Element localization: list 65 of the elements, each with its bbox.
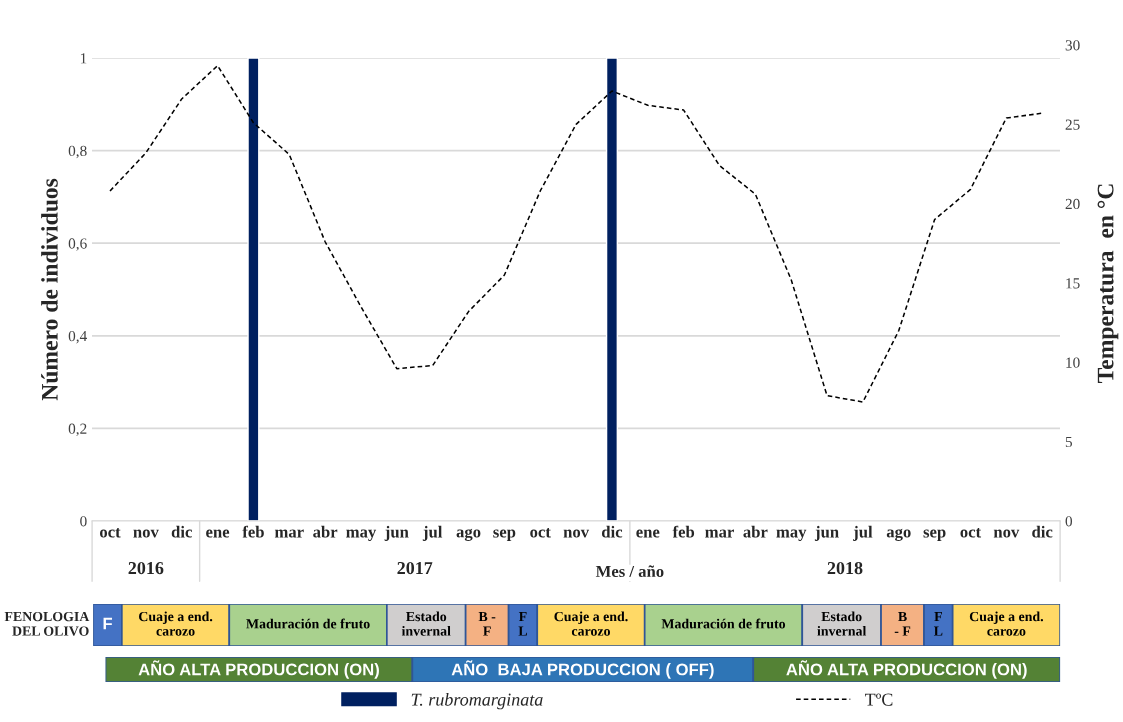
x-tick-label: oct [960, 528, 982, 538]
text: FENOLOGIA DEL OLIVO [4, 611, 90, 636]
text: 2016 [128, 561, 164, 575]
x-tick-label: jun [814, 525, 839, 541]
text: Cuaje a end. carozo [969, 611, 1044, 636]
x-tick-label: ago [886, 528, 911, 541]
y2-tick-label: 15 [1066, 278, 1080, 289]
text: B - F [894, 611, 911, 636]
x-tick-label: feb [672, 525, 695, 538]
y-tick-label: 0,4 [68, 330, 87, 344]
text: F [103, 617, 113, 630]
legend-label: T. rubromarginata [411, 692, 543, 710]
x-tick-label: abr [313, 525, 338, 538]
x-tick-label: sep [923, 529, 946, 541]
x-tick-label: dic [1032, 525, 1053, 538]
x-tick-label: mar [274, 529, 304, 538]
line-series [109, 64, 1043, 403]
text: AÑO ALTA PRODUCCION (ON) [138, 660, 379, 679]
x-tick-label: sep [493, 529, 516, 541]
y-tick-label: 1 [80, 53, 87, 64]
text: AÑO ALTA PRODUCCION (ON) [786, 660, 1027, 679]
x-tick-label: oct [530, 528, 551, 538]
y-tick-label: 0,2 [68, 423, 87, 437]
y2-tick-label: 5 [1065, 436, 1073, 448]
text: F L [933, 611, 943, 636]
x-tick-label: may [346, 529, 377, 541]
y2-axis-title: Temperatura en °C [1097, 184, 1119, 383]
x-tick-label: ene [636, 529, 660, 538]
x-tick-label: oct [100, 528, 121, 538]
x-tick-label: feb [242, 525, 264, 538]
y-tick-label: 0,8 [68, 145, 87, 159]
text: Estado invernal [401, 611, 451, 636]
x-tick-label: jun [384, 525, 409, 541]
x-axis-title: Mes / año [595, 565, 664, 578]
x-tick-label: ago [456, 528, 481, 541]
text: B - F [478, 611, 496, 636]
x-tick-label: nov [563, 529, 590, 538]
text: 2018 [827, 561, 863, 575]
y-tick-label: 0 [80, 516, 87, 527]
text: 2017 [397, 561, 433, 575]
text: Maduración de fruto [661, 618, 786, 629]
text: Cuaje a end. carozo [139, 611, 213, 636]
x-tick-label: nov [133, 529, 159, 538]
x-tick-label: dic [601, 525, 623, 538]
x-tick-label: jul [853, 525, 873, 541]
y2-tick-label: 10 [1066, 357, 1080, 368]
y2-tick-label: 0 [1065, 516, 1073, 527]
x-tick-label: mar [705, 529, 734, 538]
y2-tick-label: 20 [1065, 198, 1080, 210]
y2-tick-label: 25 [1065, 119, 1080, 130]
legend-label: TºC [865, 693, 893, 706]
x-tick-label: abr [743, 525, 768, 538]
text: F L [518, 611, 527, 636]
text: Maduración de fruto [246, 618, 370, 629]
text: AÑO BAJA PRODUCCION ( OFF) [451, 660, 714, 679]
x-tick-label: ene [206, 529, 230, 538]
x-tick-label: jul [422, 525, 443, 541]
x-tick-label: nov [993, 529, 1020, 538]
x-tick-label: may [776, 529, 807, 541]
y-axis-title: Número de individuos [41, 178, 58, 401]
x-tick-label: dic [171, 525, 192, 538]
y2-tick-label: 30 [1065, 40, 1080, 51]
text: Estado invernal [817, 611, 867, 636]
y-tick-label: 0,6 [68, 238, 87, 251]
text: Cuaje a end. carozo [554, 611, 628, 636]
